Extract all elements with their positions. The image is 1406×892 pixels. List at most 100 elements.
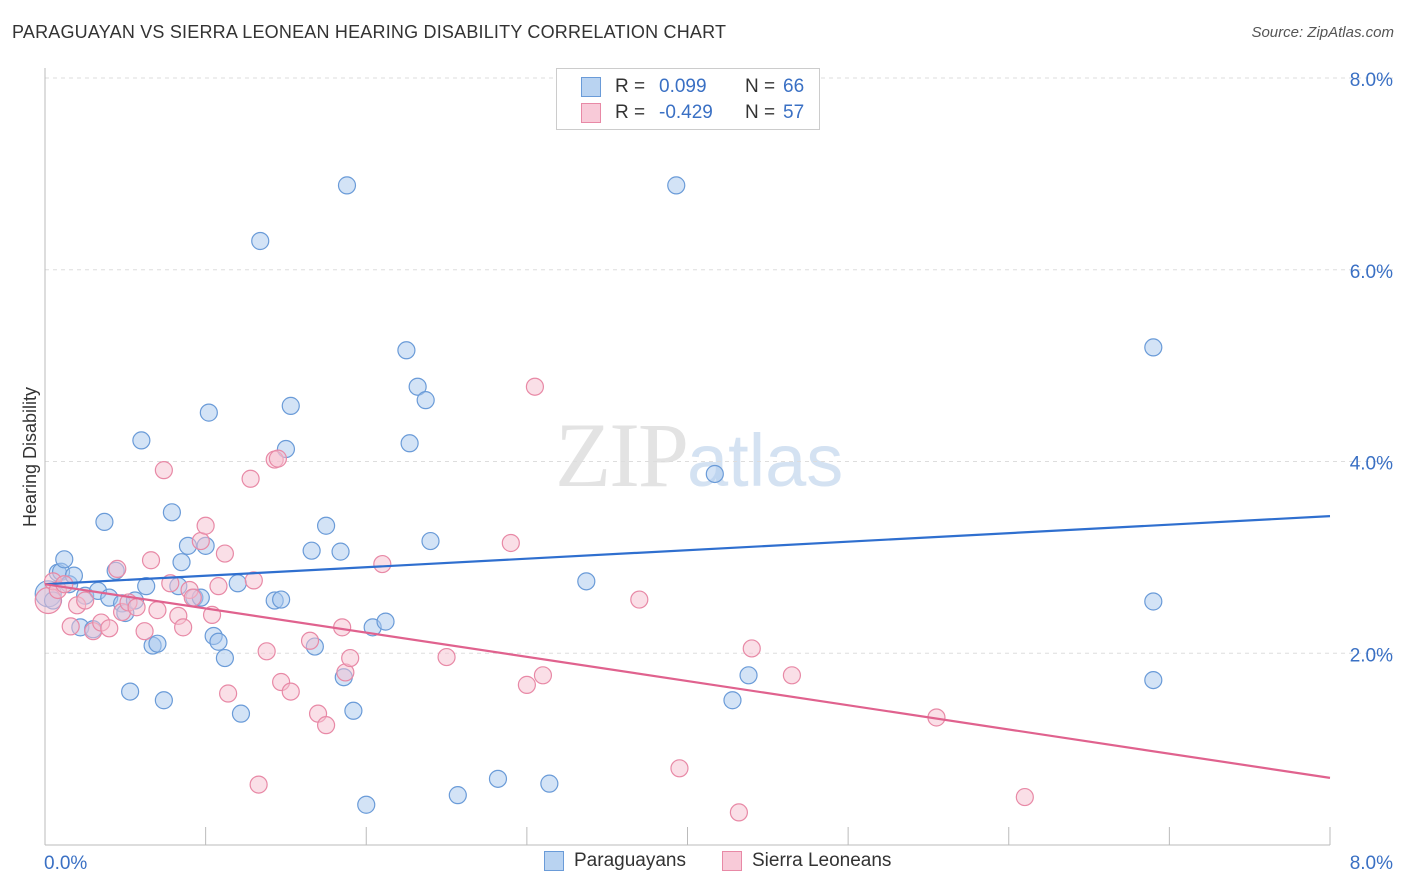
- point-paraguayans: [540, 774, 559, 793]
- point-paraguayans: [215, 648, 234, 668]
- point-paraguayans: [137, 577, 156, 596]
- legend-label-paraguayans: Paraguayans: [574, 850, 686, 871]
- point-sierra-leoneans: [630, 590, 649, 609]
- point-paraguayans: [302, 541, 321, 560]
- y-tick-label: 2.0%: [1350, 645, 1393, 666]
- point-paraguayans: [172, 553, 191, 572]
- point-sierra-leoneans: [141, 551, 161, 570]
- legend-item-paraguayans: Paraguayans: [544, 850, 686, 872]
- point-paraguayans: [121, 682, 140, 701]
- y-tick-label: 4.0%: [1350, 454, 1393, 475]
- point-sierra-leoneans: [191, 531, 210, 551]
- point-sierra-leoneans: [533, 666, 553, 685]
- legend-r-value: 0.099: [659, 76, 707, 97]
- point-sierra-leoneans: [300, 631, 320, 650]
- point-sierra-leoneans: [341, 648, 360, 668]
- point-sierra-leoneans: [174, 618, 193, 637]
- point-paraguayans: [376, 612, 395, 631]
- point-paraguayans: [199, 403, 218, 422]
- point-sierra-leoneans: [281, 682, 300, 701]
- point-paraguayans: [723, 691, 742, 710]
- point-sierra-leoneans: [148, 601, 167, 620]
- point-paraguayans: [705, 464, 724, 484]
- point-paraguayans: [739, 666, 758, 685]
- correlation-legend: R = 0.099 N = 66 R = -0.429 N = 57: [556, 68, 820, 130]
- tick-labels: 2.0% 4.0% 6.0% 8.0% 0.0% 8.0% Hearing Disabili…: [20, 70, 1393, 874]
- point-paraguayans: [577, 572, 596, 591]
- point-paraguayans: [162, 503, 181, 522]
- x-tick-label: 0.0%: [44, 853, 87, 874]
- point-sierra-leoneans: [742, 639, 761, 658]
- legend-n-label: N =: [745, 102, 776, 123]
- legend-row-sierra-leoneans: R = -0.429 N = 57: [581, 100, 804, 126]
- legend-r-label: R =: [615, 102, 646, 123]
- point-sierra-leoneans: [244, 571, 263, 590]
- series-points: [34, 176, 1163, 822]
- point-sierra-leoneans: [257, 642, 276, 661]
- point-paraguayans: [357, 795, 376, 814]
- point-sierra-leoneans: [249, 775, 268, 794]
- point-sierra-leoneans: [161, 574, 180, 593]
- point-sierra-leoneans: [219, 684, 238, 703]
- series-legend: Paraguayans Sierra Leoneans: [0, 850, 1406, 880]
- point-paraguayans: [421, 531, 440, 551]
- point-sierra-leoneans: [501, 533, 520, 553]
- point-paraguayans: [132, 431, 151, 450]
- point-sierra-leoneans: [373, 554, 392, 574]
- point-paraguayans: [154, 691, 173, 710]
- legend-n-label: N =: [745, 76, 776, 97]
- legend-swatch-blue: [581, 77, 601, 97]
- point-paraguayans: [1144, 592, 1163, 611]
- point-sierra-leoneans: [729, 803, 749, 822]
- trend-line-paraguayans: [44, 515, 1331, 586]
- point-paraguayans: [209, 632, 228, 651]
- point-sierra-leoneans: [316, 716, 336, 735]
- zipatlas-watermark: ZIPatlas: [555, 402, 843, 508]
- point-sierra-leoneans: [154, 461, 173, 480]
- point-paraguayans: [251, 231, 270, 251]
- point-paraguayans: [400, 434, 419, 453]
- point-paraguayans: [148, 634, 167, 653]
- legend-swatch-pink: [581, 103, 601, 123]
- chart-source: Source: ZipAtlas.com: [1251, 24, 1394, 41]
- axes: [44, 68, 1331, 846]
- point-sierra-leoneans: [127, 598, 146, 617]
- point-sierra-leoneans: [76, 591, 95, 610]
- point-paraguayans: [337, 176, 357, 195]
- point-sierra-leoneans: [108, 559, 127, 578]
- point-paraguayans: [416, 391, 435, 410]
- watermark-atlas: atlas: [687, 419, 844, 502]
- trend-line-sierra-leoneans: [44, 583, 1331, 779]
- point-paraguayans: [344, 701, 363, 720]
- point-sierra-leoneans: [268, 449, 288, 468]
- point-sierra-leoneans: [1015, 787, 1034, 807]
- point-sierra-leoneans: [437, 647, 456, 667]
- point-sierra-leoneans: [61, 617, 80, 636]
- point-sierra-leoneans: [209, 577, 228, 596]
- chart-title: PARAGUAYAN VS SIERRA LEONEAN HEARING DIS…: [12, 22, 727, 42]
- legend-swatch-pink: [722, 851, 742, 871]
- point-sierra-leoneans: [215, 544, 234, 563]
- legend-item-sierra-leoneans: Sierra Leoneans: [722, 850, 891, 872]
- point-paraguayans: [408, 377, 427, 396]
- point-paraguayans: [228, 574, 247, 593]
- point-paraguayans: [95, 512, 114, 532]
- y-tick-label: 6.0%: [1350, 262, 1393, 283]
- point-sierra-leoneans: [196, 516, 215, 535]
- y-axis-title: Hearing Disability: [20, 387, 40, 527]
- point-sierra-leoneans: [525, 377, 545, 396]
- legend-r-label: R =: [615, 76, 646, 97]
- point-sierra-leoneans: [241, 469, 260, 488]
- point-sierra-leoneans: [100, 619, 119, 638]
- y-tick-label: 8.0%: [1350, 70, 1393, 91]
- point-paraguayans: [55, 550, 74, 569]
- point-paraguayans: [1144, 670, 1163, 690]
- point-sierra-leoneans: [183, 588, 202, 607]
- legend-swatch-blue: [544, 851, 564, 871]
- watermark-zip: ZIP: [555, 404, 689, 506]
- point-sierra-leoneans: [782, 666, 802, 685]
- point-paraguayans: [231, 704, 251, 723]
- point-sierra-leoneans: [135, 622, 154, 641]
- x-tick-label: 8.0%: [1350, 853, 1393, 874]
